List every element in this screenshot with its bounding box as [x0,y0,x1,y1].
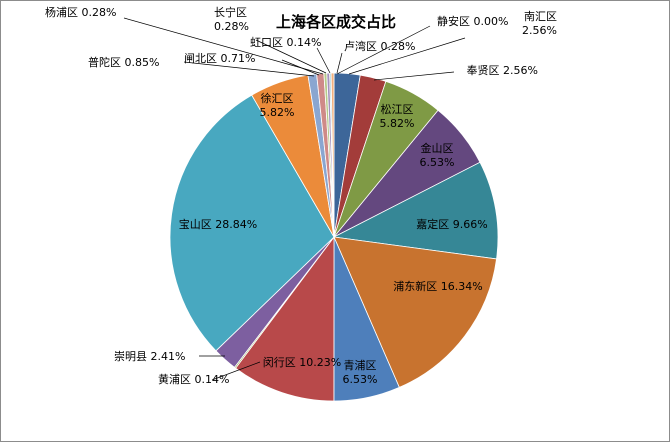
leader-line-15 [123,17,324,75]
chart-title: 上海各区成交占比 [276,13,396,31]
pie-slices [169,72,499,402]
data-label-12: 徐汇区 5.82% [260,91,295,119]
pie-slice-18 [330,72,335,238]
data-label-3: 松江区 5.82% [380,102,415,130]
leader-line-1 [348,37,466,75]
data-label-7: 青浦区 6.53% [343,359,378,386]
data-label-8: 闵行区 10.23% [263,355,341,369]
pie-slice-6 [333,236,497,388]
leader-line-19 [336,25,431,75]
leader-line-17 [316,47,331,74]
data-label-9: 黄浦区 0.14% [158,372,229,386]
pie-slice-11 [169,94,335,352]
pie-slice-5 [332,161,499,260]
data-label-5: 嘉定区 9.66% [416,217,487,231]
data-label-13: 普陀区 0.85% [88,55,159,69]
data-label-14: 闸北区 0.71% [184,52,255,65]
data-label-17: 虹口区 0.14% [250,36,321,49]
leader-line-16 [255,39,327,74]
data-label-1: 南汇区 2.56% [522,10,557,37]
data-label-15: 杨浦区 0.28% [45,5,116,19]
leader-lines [123,17,466,381]
data-label-2: 奉贤区 2.56% [467,63,538,77]
data-label-16: 长宁区 0.28% [214,5,249,33]
data-label-11: 宝山区 28.84% [179,217,257,231]
leader-line-2 [373,71,455,81]
data-label-18: 卢湾区 0.28% [344,39,415,53]
leader-line-18 [336,52,343,74]
data-label-19: 静安区 0.00% [437,14,508,28]
data-label-4: 金山区 6.53% [420,141,455,169]
data-label-10: 崇明县 2.41% [114,350,185,363]
leader-line-13 [183,61,315,77]
data-labels: 南汇区 2.56% 奉贤区 2.56% 松江区 5.82%金山区 6.53% 嘉定区 9.6… [45,5,557,386]
leader-line-9 [211,361,261,381]
data-label-6: 浦东新区 16.34% [393,279,482,293]
